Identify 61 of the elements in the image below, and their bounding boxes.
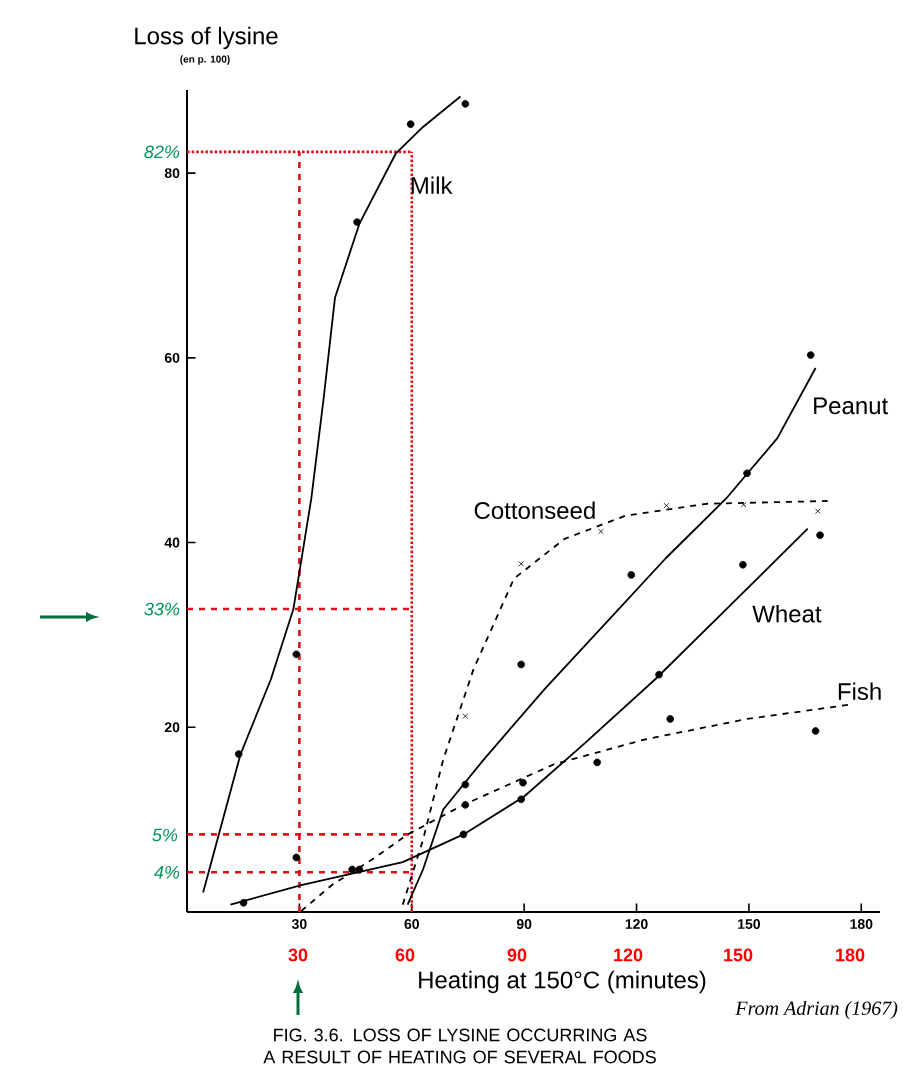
point [743,469,751,478]
point [518,561,524,567]
series-label: Milk [411,176,453,194]
point [663,502,670,509]
point [519,778,527,787]
x-tick-label: 90 [516,919,532,929]
point [740,501,747,508]
point [234,750,243,758]
text: 60 [395,948,415,962]
point [292,853,301,862]
x-tick-label: 180 [850,919,873,929]
text: (en p. 100) [180,55,230,65]
ref-line-label: 82% [144,145,180,159]
point [239,898,248,907]
point [461,780,470,789]
point [811,727,820,735]
point [627,571,636,579]
x-axis-title: Heating at 150°C (minutes) [419,970,706,994]
text: 120 [614,948,643,962]
x-tick-label: 150 [738,919,761,929]
x-tick-label: 120 [625,919,648,929]
point [815,508,821,514]
point [816,531,824,539]
point [406,120,415,128]
point [806,351,815,359]
series-label: Peanut [814,397,889,415]
point [461,100,470,108]
series-label: Wheat [752,604,822,623]
series-label: Cottonseed [474,501,595,520]
ref-line-label: 33% [144,602,180,616]
point [292,650,301,659]
point [666,715,675,723]
point [655,670,663,679]
y-axis-title: Loss of lysine [135,26,278,50]
point [355,865,364,874]
text: 90 [507,948,527,962]
y-tick-label: 60 [164,352,180,363]
text: 180 [836,948,865,962]
y-tick-label: 40 [164,537,180,548]
point [598,528,604,535]
point [739,560,747,569]
point [353,218,361,226]
x-tick-label: 60 [404,919,419,929]
ref-line-label: 4% [154,865,180,879]
y-tick-label: 20 [164,722,180,733]
line-series [202,95,462,894]
y-tick-label: 80 [164,168,180,179]
point [517,660,525,669]
text: FIG. 3.6. LOSS OF LYSINE OCCURRING AS A RESULT OF HEATING OF SEVERAL FOODS [263,1028,656,1064]
point [348,865,356,874]
point [459,830,468,839]
x-tick-label: 30 [291,919,307,929]
text: 5% [152,828,178,842]
point [517,795,525,804]
text: 30 [288,948,308,962]
series-label: Fish [838,682,881,701]
point [461,801,470,809]
text: From Adrian (1967) [735,1000,898,1020]
point [462,713,469,719]
text: 150 [724,948,753,962]
point [593,758,601,767]
